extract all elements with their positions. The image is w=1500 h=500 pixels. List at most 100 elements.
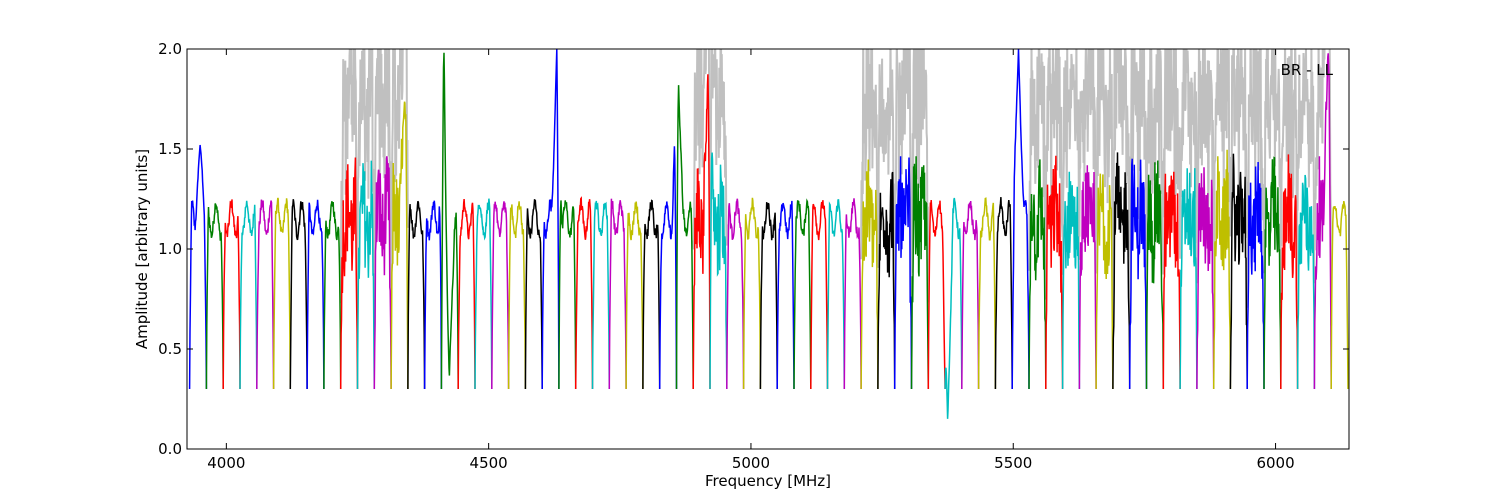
spectral-window-65 [1280,154,1299,390]
spectral-window-33 [742,197,762,390]
spectral-window-34 [759,202,778,390]
x-tick-label: 5500 [994,454,1032,472]
spectral-window-9 [339,157,359,390]
x-tick-label: 4000 [207,454,245,472]
spectral-window-19 [507,201,527,390]
unflagged-window-67 [1313,49,1333,326]
spectral-window-42 [893,156,913,390]
x-tick-label: 4500 [470,454,508,472]
spectral-window-37 [810,200,829,390]
spectral-window-28 [658,146,678,390]
unflagged-window-42 [893,49,913,329]
spectral-window-36 [793,198,812,390]
x-tick-label: 6000 [1256,454,1294,472]
spectral-window-50 [1028,159,1047,390]
spectral-window-55 [1112,152,1131,390]
y-tick-label: 0.0 [158,440,182,458]
spectral-window-43 [910,156,930,390]
spectral-window-30 [692,74,711,390]
spectral-window-13 [407,200,426,390]
y-tick-label: 1.0 [158,240,182,258]
spectral-window-14 [423,200,443,390]
spectral-window-45 [944,197,963,419]
spectral-window-44 [927,200,946,390]
unflagged-window-61 [1212,49,1232,283]
spectral-window-6 [289,199,308,390]
unflagged-window-53 [1078,49,1098,274]
y-tick-label: 0.5 [158,340,182,358]
x-tick-label: 5000 [732,454,770,472]
unflagged-window-57 [1145,49,1165,324]
spectral-window-54 [1095,173,1114,390]
spectral-window-39 [843,198,862,390]
spectral-window-5 [272,197,292,390]
spectral-window-7 [306,199,325,390]
unflagged-window-11 [373,49,393,328]
y-tick-label: 1.5 [158,140,182,158]
spectral-window-68 [1330,200,1349,390]
unflagged-window-52 [1061,49,1081,275]
spectral-window-26 [625,201,644,390]
spectral-window-40 [860,159,879,390]
spectral-window-49 [1011,49,1030,390]
unflagged-window-43 [910,49,930,303]
unflagged-window-12 [390,49,409,290]
unflagged-window-31 [709,49,728,309]
baseline-annotation: BR - LL [1281,61,1334,79]
spectral-window-24 [591,200,611,390]
spectral-window-66 [1296,174,1316,390]
spectral-window-47 [977,197,997,390]
unflagged-window-66 [1296,49,1316,284]
unflagged-window-59 [1179,49,1198,249]
unflagged-window-63 [1246,49,1265,308]
spectral-window-23 [574,196,594,390]
spectral-window-48 [994,197,1013,390]
unflagged-window-50 [1028,49,1047,271]
spectral-window-16 [457,199,476,390]
spectral-window-57 [1145,160,1165,390]
spectral-window-35 [776,200,795,390]
spectral-window-64 [1263,156,1282,390]
y-axis-label: Amplitude [arbitrary units] [133,149,151,349]
unflagged-window-9 [339,49,359,304]
spectral-window-15 [440,52,459,390]
spectral-window-41 [877,171,896,390]
spectral-window-62 [1229,153,1248,390]
unflagged-window-55 [1111,49,1131,324]
unflagged-window-30 [692,49,711,277]
spectral-window-32 [726,198,745,390]
spectral-window-18 [491,201,510,390]
spectral-window-61 [1212,149,1232,390]
spectral-window-27 [642,199,661,390]
spectral-window-20 [524,199,543,390]
spectral-window-0 [188,144,208,390]
plot-area [188,49,1349,419]
spectral-window-67 [1313,53,1332,390]
spectral-window-52 [1061,171,1081,390]
spectral-window-25 [608,198,627,390]
axes: 4000 4500 5000 5500 6000 0.0 0.5 1.0 1.5 2.0 [158,40,1350,472]
spectral-window-51 [1045,155,1064,390]
unflagged-window-64 [1263,49,1282,303]
spectral-window-11 [373,156,392,390]
unflagged-window-60 [1195,49,1215,315]
spectral-window-60 [1196,167,1215,390]
spectral-window-17 [474,198,493,390]
spectral-window-31 [709,152,728,390]
spectral-window-56 [1128,158,1148,390]
spectral-window-59 [1179,168,1198,390]
y-tick-label: 2.0 [158,40,182,58]
spectral-window-22 [558,200,577,390]
unflagged-window-65 [1279,49,1299,323]
spectral-window-63 [1246,161,1265,390]
unflagged-window-10 [356,49,376,320]
spectral-window-2 [222,199,241,390]
unflagged-window-51 [1044,49,1064,300]
spectral-window-29 [675,85,694,390]
spectral-window-4 [256,199,275,390]
unflagged-window-41 [876,49,896,306]
spectral-window-1 [205,202,224,390]
unflagged-window-54 [1095,49,1114,313]
spectral-window-58 [1162,171,1181,390]
